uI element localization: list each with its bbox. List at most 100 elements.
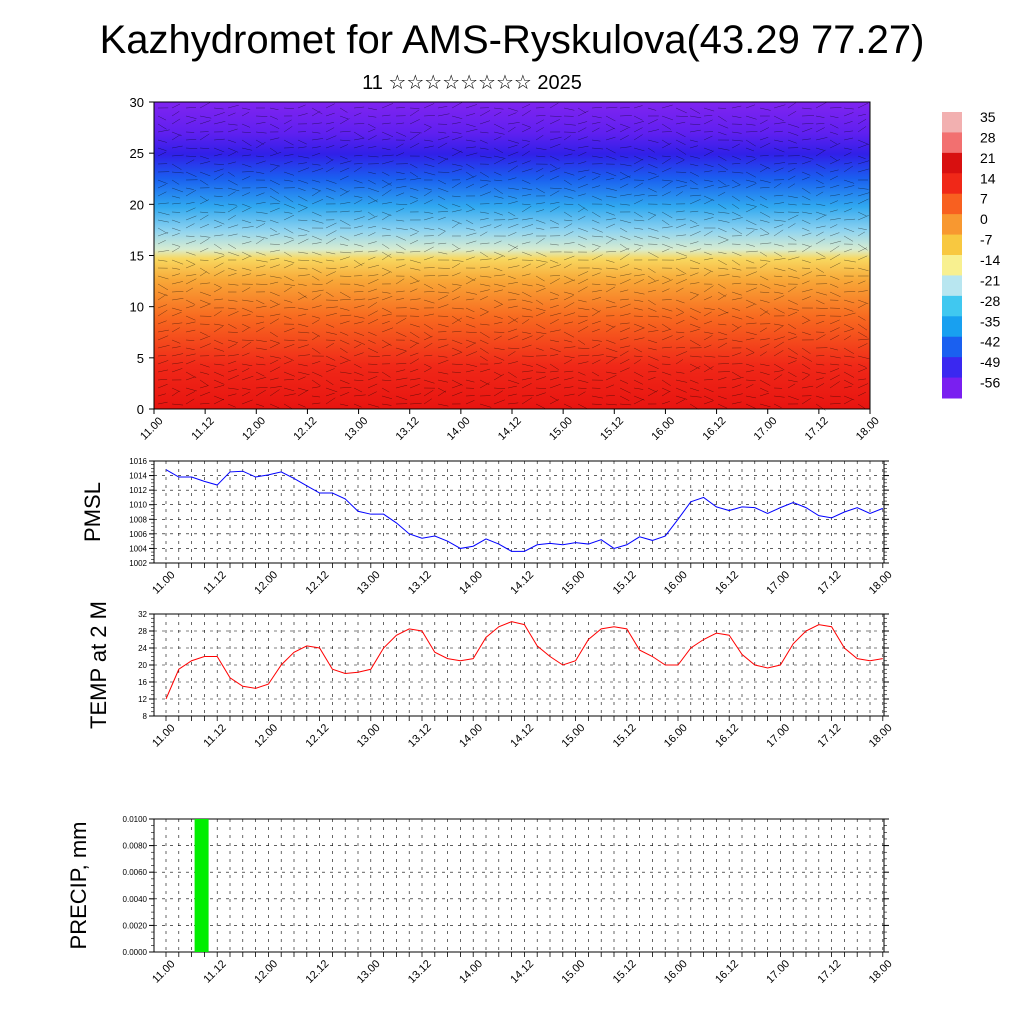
wind-barb <box>577 319 588 325</box>
wind-barb <box>325 167 334 173</box>
wind-barb <box>269 257 280 261</box>
wind-barb <box>353 163 363 165</box>
wind-barb <box>297 167 310 173</box>
wind-barb <box>423 323 434 330</box>
wind-barb <box>717 155 727 161</box>
wind-barb <box>787 299 798 305</box>
wind-barb <box>549 377 560 381</box>
wind-barb <box>493 387 506 390</box>
wind-barb <box>843 363 853 367</box>
wind-barb <box>171 163 182 170</box>
wind-barb <box>647 339 658 344</box>
wind-barb <box>171 233 180 237</box>
wind-barb <box>633 166 644 173</box>
wind-barb <box>507 245 519 253</box>
wind-barb <box>689 171 699 177</box>
wind-barb <box>311 259 323 264</box>
wind-barb <box>605 347 618 353</box>
wind-barb <box>773 139 784 143</box>
wind-barb <box>619 203 630 206</box>
wind-barb <box>759 299 770 303</box>
wind-barb <box>283 139 294 146</box>
wind-barb <box>507 347 520 349</box>
temp-series-line <box>165 621 883 700</box>
colorbar-label: 14 <box>980 170 996 186</box>
wind-barb <box>199 223 210 229</box>
wind-barb <box>815 251 825 258</box>
wind-barb <box>255 327 265 333</box>
wind-barb <box>409 280 420 285</box>
precip-xtick-label: 13.12 <box>406 958 434 986</box>
wind-barb <box>409 393 422 397</box>
wind-barb <box>451 296 460 301</box>
wind-barb <box>311 152 321 157</box>
wind-barb <box>325 127 335 133</box>
wind-barb <box>591 307 600 313</box>
wind-barb <box>549 363 559 370</box>
wind-barb <box>633 247 642 253</box>
wind-barb <box>829 381 840 389</box>
wind-barb <box>241 255 251 261</box>
wind-barb <box>577 379 589 383</box>
wind-barb <box>507 107 519 112</box>
wind-barb <box>563 331 575 338</box>
wind-barb <box>661 279 673 285</box>
wind-barb <box>759 136 769 141</box>
pmsl-series-line <box>165 469 883 552</box>
wind-barb <box>311 190 321 197</box>
wind-barb <box>339 144 349 149</box>
wind-barb <box>283 379 294 381</box>
wind-barb <box>731 315 743 320</box>
pmsl-xtick-label: 12.00 <box>252 569 280 597</box>
wind-barb <box>605 251 617 253</box>
wind-barb <box>339 355 351 362</box>
wind-barb <box>675 159 685 165</box>
wind-barb <box>241 327 250 333</box>
wind-barb <box>451 168 462 173</box>
wind-barb <box>493 111 502 117</box>
wind-barb <box>255 299 265 305</box>
wind-barb <box>829 123 839 129</box>
wind-barb <box>437 283 447 289</box>
wind-barb <box>283 307 296 309</box>
wind-barb <box>843 185 855 189</box>
wind-barb <box>493 158 505 165</box>
wind-barb <box>731 217 743 221</box>
wind-barb <box>549 187 562 190</box>
wind-barb <box>437 113 450 117</box>
wind-barb <box>577 299 587 303</box>
wind-barb <box>409 267 421 271</box>
heatmap-xtick-label: 14.00 <box>445 415 473 443</box>
wind-barb <box>717 235 729 241</box>
wind-barb <box>227 368 238 373</box>
wind-barb <box>283 403 292 409</box>
wind-barb <box>619 298 629 301</box>
wind-barb <box>493 147 504 154</box>
wind-barb <box>703 307 715 310</box>
pmsl-xtick-label: 12.12 <box>304 569 332 597</box>
wind-barb <box>563 346 576 349</box>
wind-barb <box>171 118 181 125</box>
wind-barb <box>521 217 533 221</box>
wind-barb <box>801 195 811 201</box>
colorbar-label: -56 <box>980 375 1000 391</box>
wind-barb <box>703 170 713 173</box>
wind-barb <box>521 319 530 325</box>
wind-barb <box>647 299 656 306</box>
colorbar-label: 35 <box>980 109 996 125</box>
wind-barb <box>605 283 616 286</box>
wind-barb <box>857 192 870 197</box>
wind-barb <box>409 307 419 310</box>
wind-barb <box>395 122 405 125</box>
wind-barb <box>535 311 546 317</box>
wind-barb <box>521 307 532 311</box>
wind-barb <box>157 355 167 357</box>
wind-barb <box>745 123 756 126</box>
wind-barb <box>507 257 518 261</box>
wind-barb <box>703 331 714 334</box>
wind-barb <box>227 299 238 302</box>
wind-barb <box>787 360 797 365</box>
wind-barb <box>773 167 784 173</box>
wind-barb <box>465 203 476 210</box>
wind-barb <box>185 115 197 119</box>
